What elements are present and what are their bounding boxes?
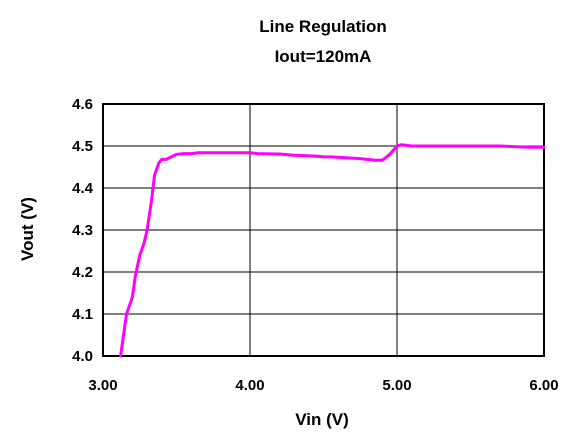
chart-subtitle: Iout=120mA xyxy=(275,47,372,66)
x-tick-label: 4.00 xyxy=(235,377,264,394)
y-tick-label: 4.1 xyxy=(72,306,93,323)
y-tick-label: 4.2 xyxy=(72,264,93,281)
x-tick-label: 6.00 xyxy=(529,377,558,394)
vout-series-line xyxy=(119,143,546,358)
y-tick-label: 4.3 xyxy=(72,222,93,239)
x-tick-labels: 3.00 4.00 5.00 6.00 xyxy=(88,377,558,394)
x-tick-label: 3.00 xyxy=(88,377,117,394)
y-tick-label: 4.4 xyxy=(72,180,94,197)
y-axis-label: Vout (V) xyxy=(18,197,37,261)
x-axis-label: Vin (V) xyxy=(295,410,349,429)
y-tick-labels: 4.0 4.1 4.2 4.3 4.4 4.5 4.6 xyxy=(72,96,94,365)
plot-frame xyxy=(102,103,545,357)
y-tick-label: 4.0 xyxy=(72,348,93,365)
y-tick-label: 4.5 xyxy=(72,138,93,155)
gridlines xyxy=(102,103,545,357)
chart-title: Line Regulation xyxy=(259,17,387,36)
x-tick-label: 5.00 xyxy=(382,377,411,394)
y-tick-label: 4.6 xyxy=(72,96,93,113)
